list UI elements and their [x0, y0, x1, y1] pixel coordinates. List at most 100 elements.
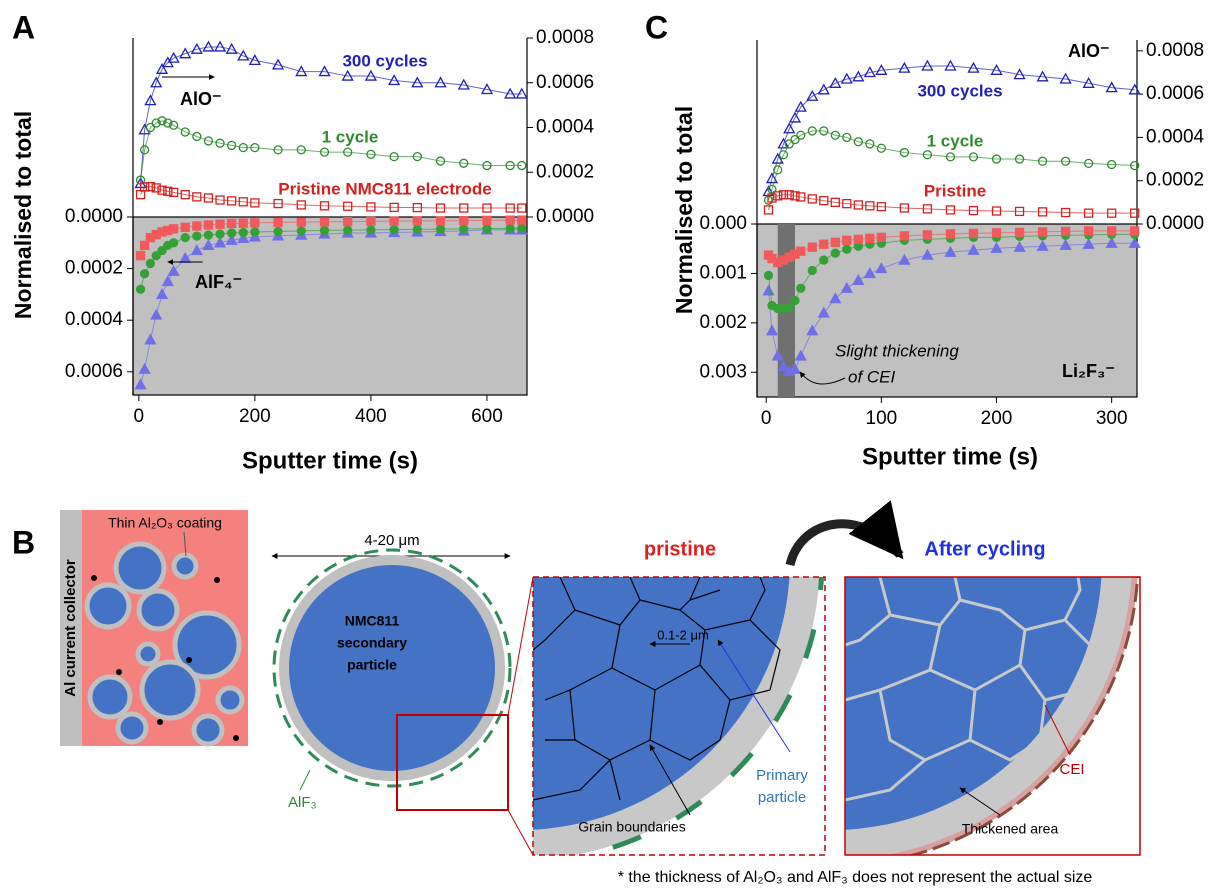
marker [366, 149, 376, 160]
marker [157, 245, 167, 256]
marker [343, 216, 353, 227]
marker [296, 226, 306, 236]
series-label: 300 cycles [917, 81, 1002, 100]
marker [875, 262, 888, 274]
marker [1060, 226, 1071, 237]
marker [226, 228, 237, 238]
panel-label: A [12, 9, 35, 45]
pristine-box [532, 576, 826, 856]
marker [842, 235, 852, 245]
marker [767, 193, 777, 203]
marker [192, 131, 202, 142]
marker [796, 283, 806, 293]
marker [203, 193, 214, 203]
marker [459, 203, 469, 213]
marker [842, 199, 852, 209]
marker [435, 203, 446, 213]
marker [763, 205, 774, 215]
marker [155, 288, 169, 300]
marker [863, 267, 876, 279]
marker [788, 362, 802, 374]
cycled-zoom [845, 577, 1139, 855]
marker [790, 295, 800, 306]
marker [765, 172, 779, 184]
marker [138, 362, 151, 374]
marker [817, 306, 830, 318]
marker [412, 224, 422, 235]
marker [853, 200, 863, 210]
marker [773, 191, 783, 201]
primary-particle-label: particle [758, 789, 806, 806]
marker [343, 225, 353, 235]
series-label: 300 cycles [342, 51, 427, 70]
marker [968, 152, 979, 162]
marker [139, 145, 150, 155]
marker [319, 147, 330, 157]
marker [505, 203, 515, 213]
x-tick-label: 100 [866, 408, 898, 429]
particle-label: particle [347, 657, 397, 673]
marker [435, 156, 446, 166]
marker [875, 63, 888, 75]
series-line [768, 130, 1135, 201]
x-axis-label: Sputter time (s) [242, 447, 418, 474]
size-label: 4-20 μm [364, 532, 419, 549]
marker [944, 245, 957, 257]
marker [250, 227, 260, 237]
marker [819, 195, 829, 206]
y2-tick-label: 0.0008 [1146, 40, 1204, 61]
marker [192, 231, 202, 241]
y-axis-label: Normalised to total [671, 106, 697, 314]
annotation: Li₂F₃⁻ [1062, 361, 1115, 381]
marker [842, 132, 852, 143]
marker [480, 83, 494, 95]
marker [1107, 226, 1117, 236]
particle-label: NMC811 [345, 613, 400, 629]
marker [434, 76, 447, 88]
marker [389, 151, 399, 162]
marker [139, 269, 150, 279]
marker [343, 201, 353, 211]
arrow [717, 639, 791, 753]
marker [202, 40, 215, 52]
marker [180, 232, 190, 243]
marker [763, 270, 774, 281]
marker [273, 145, 283, 155]
series-label: Pristine NMC811 electrode [278, 179, 492, 198]
marker [459, 224, 469, 234]
marker [865, 233, 875, 243]
marker [180, 222, 190, 232]
y-tick-label: 0.0006 [65, 361, 123, 382]
y-tick-label: 0.003 [699, 361, 747, 382]
marker [1036, 239, 1049, 251]
y-tick-label: 0.001 [699, 262, 747, 283]
marker [991, 154, 1002, 164]
marker [226, 140, 237, 151]
arrow [959, 787, 1001, 816]
marker [435, 216, 446, 226]
x-tick-label: 300 [1096, 408, 1128, 429]
marker [783, 122, 796, 134]
marker [1130, 160, 1140, 171]
marker [168, 224, 179, 234]
marker [899, 203, 910, 213]
marker [788, 111, 802, 123]
y2-tick-label: 0.0000 [1146, 213, 1204, 234]
marker [922, 150, 933, 160]
annotation: AlF₄⁻ [195, 272, 242, 292]
marker [853, 234, 863, 244]
marker [517, 203, 527, 213]
marker [180, 189, 190, 200]
marker [225, 233, 238, 245]
marker [1014, 154, 1025, 164]
marker [876, 143, 887, 153]
marker [1130, 208, 1140, 218]
annotation: AlO⁻ [180, 89, 222, 109]
marker [192, 192, 202, 202]
marker [273, 226, 283, 237]
marker [1107, 159, 1117, 170]
panel-label: B [12, 524, 35, 560]
marker [778, 150, 789, 160]
zoom-line [507, 576, 534, 716]
marker [151, 251, 161, 261]
